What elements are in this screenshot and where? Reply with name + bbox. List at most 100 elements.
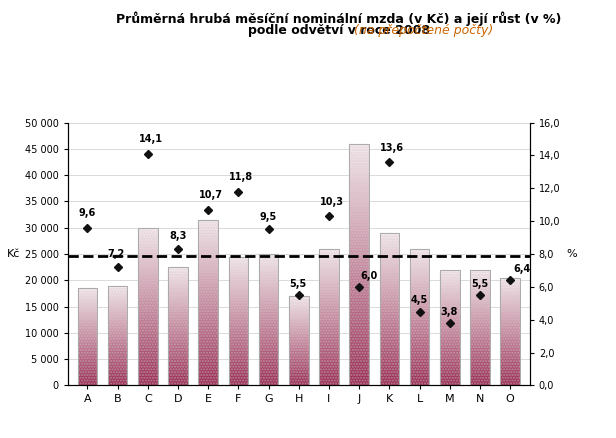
Bar [289,307,309,309]
Bar [440,302,460,304]
Bar [138,367,158,370]
Bar [259,280,278,283]
Bar [410,358,429,361]
Bar [349,303,369,308]
Bar [500,332,520,334]
Bar [319,320,339,322]
Bar [440,344,460,346]
Bar [410,249,429,385]
Bar [198,309,218,313]
Bar [500,374,520,377]
Bar [198,349,218,352]
Bar [349,337,369,342]
Bar [168,293,188,296]
Bar [108,350,128,351]
Bar [259,320,278,322]
Bar [138,313,158,316]
Bar [500,360,520,362]
Bar [500,295,520,297]
Bar [349,212,369,216]
Bar [319,336,339,339]
Bar [259,354,278,357]
Bar [289,373,309,375]
Bar [229,326,248,329]
Bar [289,300,309,301]
Bar [379,270,399,272]
Bar [500,366,520,368]
Bar [349,163,369,168]
Bar [78,288,97,385]
Bar [78,381,97,384]
Text: 6,0: 6,0 [360,271,378,281]
Bar [379,279,399,282]
Bar [440,288,460,291]
Bar [470,316,490,318]
Bar [379,236,399,239]
Bar [108,339,128,342]
Bar [78,300,97,302]
Bar [379,352,399,355]
Bar [500,312,520,314]
Bar [470,339,490,342]
Bar [470,321,490,323]
Bar [168,374,188,376]
Bar [229,334,248,336]
Bar [198,326,218,329]
Bar [410,366,429,369]
Bar [500,289,520,291]
Bar [289,375,309,377]
Bar [410,325,429,328]
Bar [198,286,218,290]
Bar [229,373,248,375]
Bar [379,337,399,340]
Bar [379,258,399,261]
Bar [319,366,339,369]
Bar [198,346,218,349]
Bar [410,317,429,320]
Bar [168,279,188,281]
Bar [349,279,369,284]
Bar [289,357,309,359]
Bar [319,328,339,331]
Bar [470,284,490,286]
Bar [500,345,520,346]
Bar [410,273,429,276]
Bar [470,330,490,332]
Bar [198,332,218,336]
Bar [229,380,248,383]
Bar [470,344,490,346]
Bar [108,381,128,383]
Bar [78,323,97,325]
Bar [470,302,490,304]
Bar [319,317,339,320]
Bar [289,330,309,332]
Bar [319,254,339,257]
Bar [138,316,158,319]
Bar [259,259,278,262]
Bar [500,278,520,280]
Bar [78,306,97,307]
Bar [470,279,490,281]
Bar [410,361,429,364]
Bar [440,358,460,360]
Bar [470,381,490,383]
Bar [78,311,97,314]
Bar [500,340,520,343]
Bar [319,339,339,342]
Bar [168,362,188,364]
Bar [259,357,278,359]
Bar [410,268,429,271]
Bar [229,265,248,267]
Bar [289,382,309,384]
Bar [289,350,309,351]
Bar [168,298,188,300]
Bar [379,239,399,242]
Bar [379,297,399,300]
Bar [198,343,218,346]
Bar [319,377,339,380]
Bar [379,364,399,367]
Bar [108,315,128,318]
Bar [319,265,339,268]
Bar [289,339,309,341]
Text: 13,6: 13,6 [380,142,404,152]
